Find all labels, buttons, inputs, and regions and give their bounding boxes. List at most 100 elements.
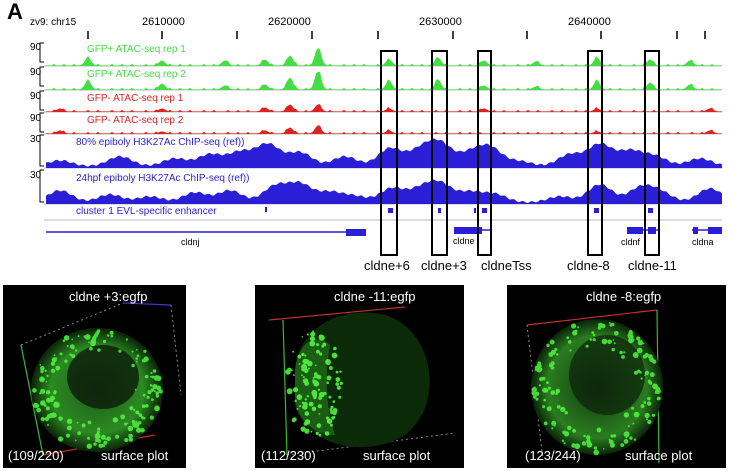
- fluorescence-dot: [131, 363, 135, 368]
- fluorescence-dot: [120, 414, 126, 420]
- fluorescence-dot: [77, 335, 80, 338]
- fluorescence-dot: [619, 350, 623, 355]
- fluorescence-dot: [655, 388, 661, 394]
- fluorescence-dot: [621, 355, 625, 359]
- gene-label: cldnj: [181, 237, 200, 247]
- fluorescence-dot: [538, 384, 541, 387]
- fluorescence-dot: [142, 417, 145, 420]
- fluorescence-dot: [109, 330, 114, 335]
- fluorescence-dot: [593, 449, 599, 456]
- panel-title: cldne -11:egfp: [334, 289, 416, 304]
- fluorescence-dot: [647, 419, 652, 425]
- fluorescence-dot: [642, 354, 647, 359]
- fluorescence-dot: [308, 401, 314, 407]
- fluorescence-dot: [35, 403, 38, 406]
- fluorescence-dot: [318, 413, 321, 415]
- fluorescence-dot: [623, 412, 630, 418]
- fluorescence-dot: [596, 427, 602, 433]
- fluorescence-dot: [318, 391, 325, 398]
- fluorescence-dot: [533, 395, 537, 399]
- fluorescence-dot: [103, 440, 108, 445]
- fluorescence-dot: [647, 401, 652, 406]
- track-scale: 90: [30, 42, 42, 53]
- fluorescence-dot: [292, 350, 295, 353]
- track-scale: 90: [30, 67, 42, 78]
- fluorescence-dot: [158, 389, 163, 394]
- fluorescence-dot: [563, 431, 570, 437]
- fluorescence-dot: [74, 439, 77, 442]
- enhancer-feature: [438, 208, 441, 213]
- fluorescence-dot: [128, 433, 133, 439]
- fluorescence-dot: [326, 381, 329, 384]
- fluorescence-dot: [311, 406, 317, 412]
- signal-track: [46, 48, 722, 66]
- fluorescence-dot: [142, 393, 146, 397]
- fluorescence-dot: [535, 397, 539, 401]
- embryo-render: [268, 306, 456, 456]
- fluorescence-dot: [581, 441, 587, 446]
- fluorescence-dot: [554, 425, 556, 427]
- fluorescence-dot: [127, 425, 134, 432]
- fluorescence-dot: [577, 326, 580, 329]
- fluorescence-dot: [304, 398, 307, 401]
- fluorescence-dot: [307, 367, 310, 370]
- fluorescence-dot: [623, 439, 629, 444]
- fluorescence-dot: [310, 430, 313, 433]
- track-scale: 30: [30, 134, 42, 145]
- chrom-label: zv9: chr15: [30, 17, 77, 28]
- fluorescence-dot: [623, 351, 626, 354]
- panel-caption: surface plot: [101, 448, 169, 463]
- fluorescence-dot: [298, 363, 301, 365]
- fluorescence-dot: [297, 354, 302, 359]
- fluorescence-dot: [45, 390, 51, 395]
- fluorescence-dot: [304, 359, 310, 364]
- fluorescence-dot: [301, 374, 303, 377]
- fluorescence-dot: [55, 365, 61, 371]
- fluorescence-dot: [646, 418, 648, 421]
- fluorescence-dot: [63, 335, 70, 341]
- fluorescence-dot: [316, 349, 320, 354]
- fluorescence-dot: [131, 419, 136, 424]
- fluorescence-dot: [628, 334, 634, 340]
- fluorescence-dot: [571, 323, 577, 329]
- fluorescence-dot: [330, 405, 334, 409]
- fluorescence-dot: [50, 368, 56, 373]
- fluorescence-dot: [32, 388, 37, 393]
- fluorescence-dot: [49, 413, 54, 418]
- fluorescence-dot: [143, 356, 149, 362]
- fluorescence-dot: [54, 401, 60, 408]
- fluorescence-dot: [534, 391, 540, 396]
- fluorescence-dot: [296, 394, 303, 400]
- fluorescence-dot: [144, 374, 149, 379]
- fluorescence-dot: [137, 412, 140, 415]
- fluorescence-dot: [550, 390, 556, 395]
- fluorescence-dot: [620, 443, 625, 447]
- signal-track: [46, 104, 722, 112]
- fluorescence-dot: [301, 352, 305, 357]
- fluorescence-dot: [40, 400, 46, 406]
- fluorescence-dot: [567, 425, 572, 431]
- enhancer-feature: [482, 208, 487, 213]
- fluorescence-dot: [135, 348, 138, 351]
- fluorescence-dot: [67, 425, 72, 431]
- fluorescence-dot: [563, 442, 566, 445]
- fluorescence-dot: [647, 379, 651, 383]
- fluorescence-dot: [612, 339, 615, 341]
- fluorescence-dot: [333, 346, 337, 351]
- fluorescence-dot: [69, 344, 75, 349]
- fluorescence-dot: [586, 435, 591, 440]
- fluorescence-dot: [647, 396, 651, 401]
- fluorescence-dot: [136, 427, 142, 433]
- fluorescence-dot: [76, 421, 79, 424]
- fluorescence-dot: [556, 405, 561, 409]
- fluorescence-dot: [55, 357, 58, 360]
- fluorescence-dot: [652, 359, 657, 364]
- highlight-box: [587, 50, 603, 256]
- fluorescence-dot: [329, 366, 333, 370]
- fluorescence-dot: [551, 427, 554, 430]
- fluorescence-dot: [93, 442, 97, 446]
- fluorescence-dot: [322, 342, 327, 347]
- fluorescence-dot: [550, 361, 555, 366]
- fluorescence-dot: [291, 369, 293, 372]
- fluorescence-dot: [647, 354, 653, 359]
